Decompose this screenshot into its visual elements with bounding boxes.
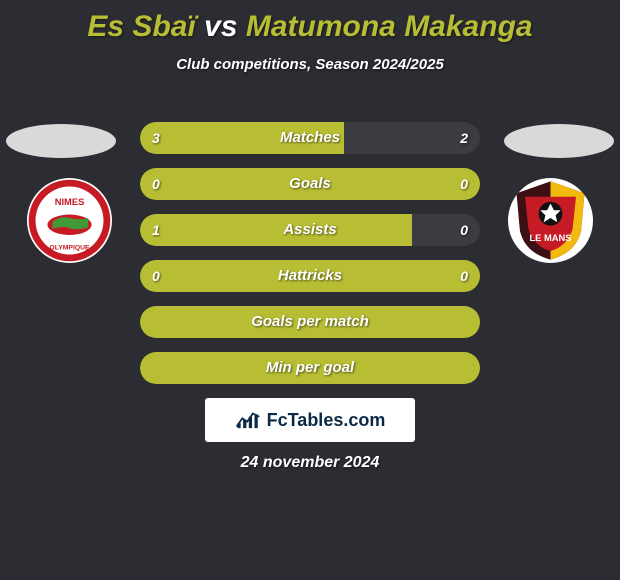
stat-bar-label: Assists [140,214,480,246]
stat-bar: Assists1 0 [140,214,480,246]
stat-bar-value-left: 3 [152,122,160,154]
stat-bar-value-left: 0 [152,168,160,200]
player1-photo-placeholder [6,124,116,158]
stat-bar-value-left: 1 [152,214,160,246]
stat-bar-value-left: 0 [152,260,160,292]
watermark: FcTables.com [205,398,415,442]
stat-bar-value-right: 0 [460,214,468,246]
stat-bar: Hattricks0 0 [140,260,480,292]
stat-bar-value-right: 0 [460,260,468,292]
club-badge-player1: NIMES OLYMPIQUE [27,178,112,263]
title-vs: vs [204,10,237,43]
player2-photo-placeholder [504,124,614,158]
stat-bar: Matches3 2 [140,122,480,154]
club-badge-player2: LE MANS [508,178,593,263]
stat-bar-label: Hattricks [140,260,480,292]
stat-bar-label: Goals per match [140,306,480,338]
snapshot-date: 24 november 2024 [0,454,620,472]
subtitle: Club competitions, Season 2024/2025 [0,56,620,73]
svg-text:NIMES: NIMES [55,197,85,207]
stat-bar-label: Min per goal [140,352,480,384]
stat-bar-value-right: 0 [460,168,468,200]
stat-bar: Goals per match [140,306,480,338]
title-player1: Es Sbaï [87,10,195,43]
title-player2: Matumona Makanga [246,10,533,43]
watermark-text: FcTables.com [267,410,386,431]
stat-bar: Min per goal [140,352,480,384]
stat-bar-label: Goals [140,168,480,200]
chart-icon [235,410,261,430]
comparison-title: Es Sbaï vs Matumona Makanga [0,0,620,44]
svg-text:LE MANS: LE MANS [529,233,571,243]
stat-bars: Matches32Goals00Assists10Hattricks00Goal… [140,122,480,398]
stat-bar-value-right: 2 [460,122,468,154]
svg-text:OLYMPIQUE: OLYMPIQUE [49,244,90,251]
stat-bar-label: Matches [140,122,480,154]
stat-bar: Goals0 0 [140,168,480,200]
